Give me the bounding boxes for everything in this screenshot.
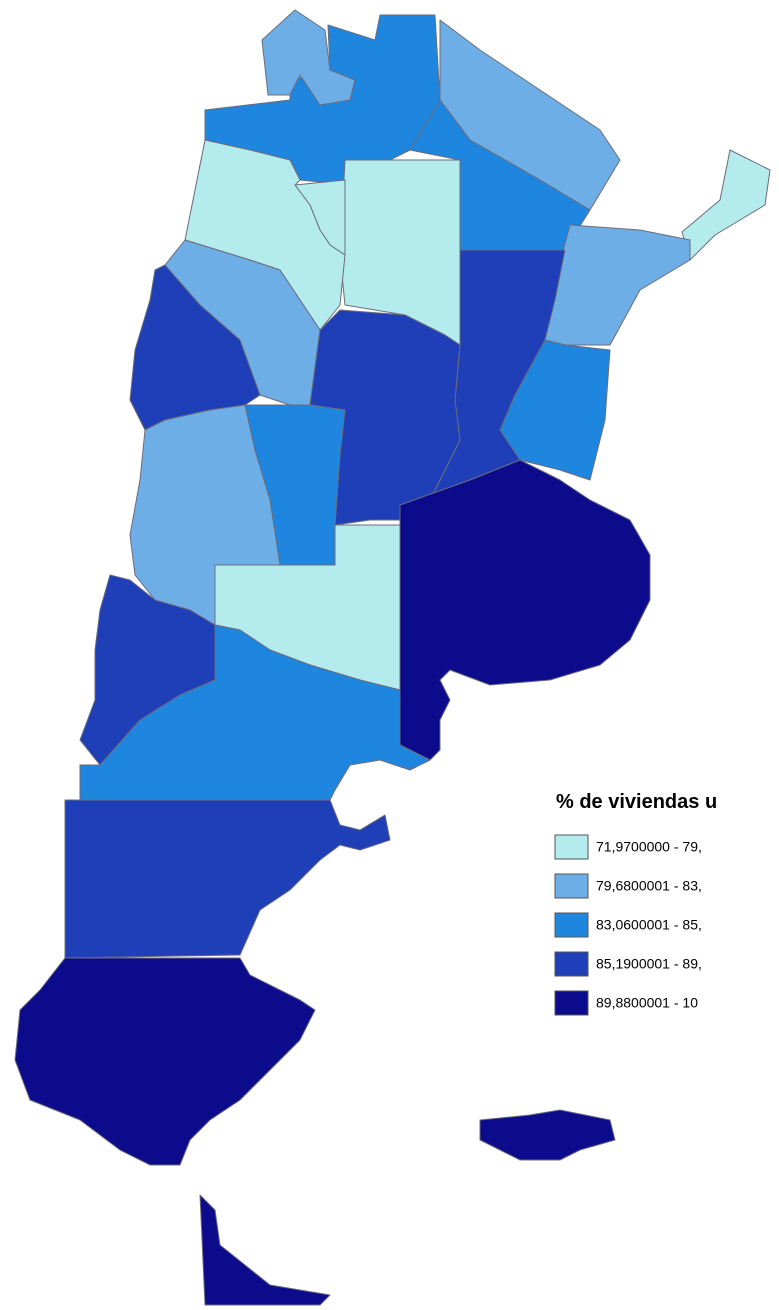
legend-swatch [554,834,589,860]
region [261,9,356,106]
region [399,459,651,761]
legend-label: 79,6800001 - 83, [596,878,702,894]
legend-label: 89,8800001 - 10 [596,995,698,1011]
region [64,799,391,959]
legend-swatch [554,951,589,977]
legend-label: 71,9700000 - 79, [596,839,702,855]
provinces [14,9,771,1306]
legend: 71,9700000 - 79, 79,6800001 - 83, 83,06000… [554,834,702,1016]
legend-swatch [554,990,589,1016]
region [14,957,316,1166]
region [544,224,691,346]
legend-label: 83,0600001 - 85, [596,917,702,933]
legend-title: % de viviendas u [556,791,717,813]
legend-label: 85,1900001 - 89, [596,956,702,972]
region [479,1109,616,1161]
region [199,1194,331,1306]
region [681,149,771,261]
legend-swatch [554,873,589,899]
legend-swatch [554,912,589,938]
region [79,624,431,801]
